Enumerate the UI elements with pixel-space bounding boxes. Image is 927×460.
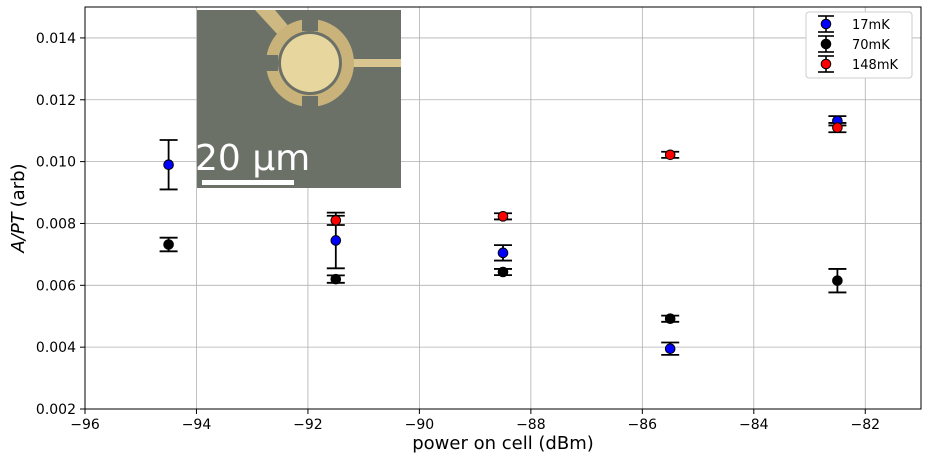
grid-lines <box>84 7 921 410</box>
legend-marker <box>820 18 832 30</box>
legend-label: 17mK <box>852 18 890 33</box>
inset-slot <box>302 96 318 110</box>
legend-label: 148mK <box>852 58 898 73</box>
x-tick-label: −96 <box>70 417 100 433</box>
y-tick-label: 0.010 <box>36 155 76 171</box>
x-axis-label: power on cell (dBm) <box>412 433 594 454</box>
y-tick-label: 0.012 <box>36 93 76 109</box>
data-point-70mK <box>497 266 509 278</box>
inset-lead-right <box>338 59 401 67</box>
data-point-70mK <box>832 275 843 286</box>
data-point-148mK <box>664 149 676 161</box>
legend-box <box>805 11 913 79</box>
inset-scale-bar <box>202 180 294 185</box>
axis-ticks: −96 −94 −92 −90 −88 −86 −84 −82 0.002 0.004 0.006 0… <box>36 31 880 433</box>
data-point-17mK <box>330 235 342 246</box>
data-point-17mK <box>664 343 676 355</box>
data-point-17mK <box>497 247 509 259</box>
data-point-148mK <box>330 215 342 226</box>
inset-center-pad <box>281 34 339 92</box>
y-axis-label-unit: (arb) <box>8 163 29 207</box>
x-tick-label: −92 <box>293 417 323 433</box>
data-point-70mK <box>330 273 342 285</box>
x-tick-label: −94 <box>182 417 212 433</box>
legend-marker <box>820 58 832 70</box>
x-tick-label: −84 <box>739 417 769 433</box>
data-point-148mK <box>832 122 843 133</box>
y-axis-label: A/PT (arb) <box>8 163 29 253</box>
legend-label: 70mK <box>852 38 890 53</box>
inset-scale-label: 20 μm <box>195 138 310 179</box>
micrograph-inset: 20 μm <box>195 10 401 188</box>
x-tick-label: −82 <box>850 417 880 433</box>
legend-marker <box>820 38 832 50</box>
x-tick-label: −88 <box>516 417 546 433</box>
data-points <box>163 115 843 355</box>
y-tick-label: 0.006 <box>36 278 76 294</box>
plot-frame <box>84 6 922 410</box>
data-point-70mK <box>163 239 174 250</box>
x-tick-label: −86 <box>628 417 658 433</box>
y-axis-label-italic: A/PT <box>8 210 29 253</box>
data-point-17mK <box>163 159 174 171</box>
legend: 17mK 70mK 148mK <box>805 11 913 79</box>
inset-slot <box>302 17 318 31</box>
x-tick-label: −90 <box>405 417 435 433</box>
y-tick-label: 0.004 <box>36 340 76 356</box>
y-tick-label: 0.014 <box>36 31 76 47</box>
data-point-148mK <box>497 211 509 222</box>
inset-slot <box>264 55 278 71</box>
y-tick-label: 0.008 <box>36 216 76 232</box>
data-point-70mK <box>664 313 676 325</box>
y-tick-label: 0.002 <box>36 402 76 418</box>
